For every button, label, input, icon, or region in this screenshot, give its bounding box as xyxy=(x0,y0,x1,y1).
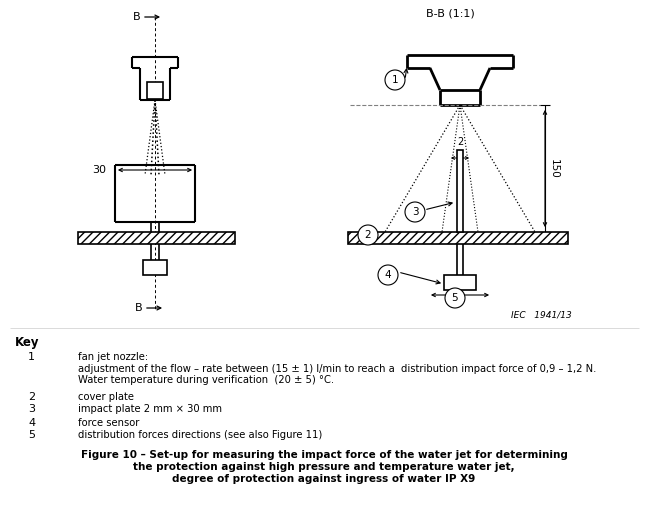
Text: 5: 5 xyxy=(28,430,35,440)
Text: 2: 2 xyxy=(457,137,463,147)
Text: 4: 4 xyxy=(385,270,391,280)
Circle shape xyxy=(385,70,405,90)
Text: IEC   1941/13: IEC 1941/13 xyxy=(511,311,572,320)
Text: 2: 2 xyxy=(28,392,35,402)
Text: 3: 3 xyxy=(411,207,419,217)
Circle shape xyxy=(405,202,425,222)
Bar xyxy=(348,232,568,244)
Bar xyxy=(147,82,163,99)
Circle shape xyxy=(378,265,398,285)
Text: 150: 150 xyxy=(549,159,559,178)
Text: B: B xyxy=(134,303,142,313)
Text: 30: 30 xyxy=(92,165,106,175)
Text: 4: 4 xyxy=(28,418,35,428)
Text: B: B xyxy=(132,12,140,22)
Bar xyxy=(143,260,167,275)
Text: 1: 1 xyxy=(28,352,35,362)
Text: 3: 3 xyxy=(28,404,35,414)
Text: 1: 1 xyxy=(392,75,398,85)
Text: cover plate: cover plate xyxy=(78,392,134,402)
Circle shape xyxy=(358,225,378,245)
Circle shape xyxy=(445,288,465,308)
Text: distribution forces directions (see also Figure 11): distribution forces directions (see also… xyxy=(78,430,323,440)
Text: 2: 2 xyxy=(365,230,371,240)
Text: the protection against high pressure and temperature water jet,: the protection against high pressure and… xyxy=(133,461,515,471)
Text: Figure 10 – Set-up for measuring the impact force of the water jet for determini: Figure 10 – Set-up for measuring the imp… xyxy=(80,450,567,460)
Text: Water temperature during verification  (20 ± 5) °C.: Water temperature during verification (2… xyxy=(78,375,334,385)
Bar xyxy=(444,275,476,290)
Text: B-B (1:1): B-B (1:1) xyxy=(426,8,474,18)
Text: force sensor: force sensor xyxy=(78,418,140,428)
Bar xyxy=(457,150,463,232)
Bar xyxy=(78,232,235,244)
Text: adjustment of the flow – rate between (15 ± 1) l/min to reach a  distribution im: adjustment of the flow – rate between (1… xyxy=(78,363,596,373)
Text: impact plate 2 mm × 30 mm: impact plate 2 mm × 30 mm xyxy=(78,404,222,414)
Text: degree of protection against ingress of water IP X9: degree of protection against ingress of … xyxy=(173,473,476,484)
Text: 5: 5 xyxy=(452,293,458,303)
Text: Key: Key xyxy=(15,336,40,349)
Text: fan jet nozzle:: fan jet nozzle: xyxy=(78,352,148,362)
